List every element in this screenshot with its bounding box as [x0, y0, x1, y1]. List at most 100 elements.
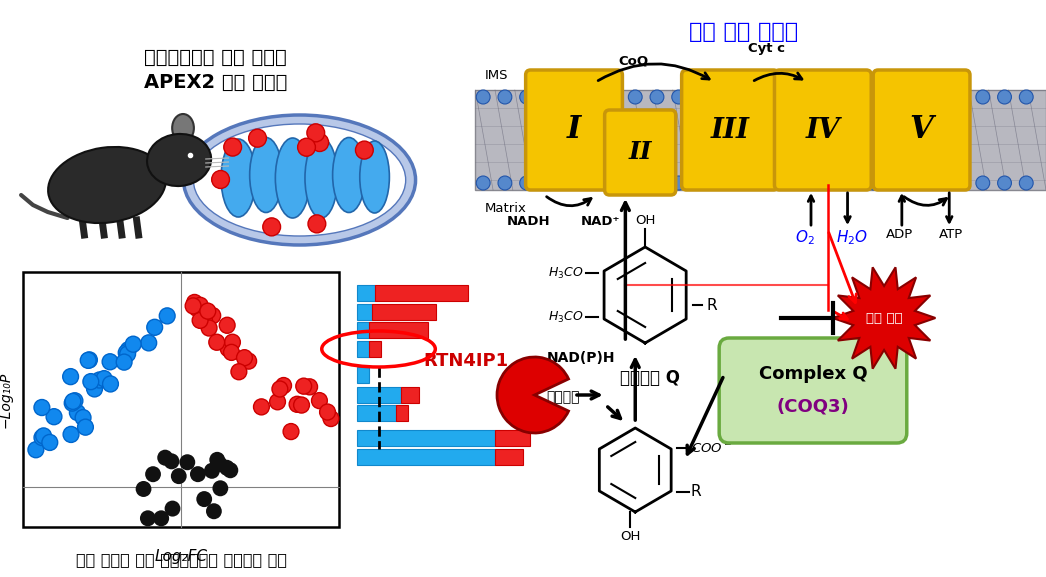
Circle shape	[211, 170, 229, 189]
Circle shape	[163, 454, 180, 469]
Circle shape	[476, 90, 491, 104]
Circle shape	[585, 176, 598, 190]
Circle shape	[301, 379, 318, 395]
Circle shape	[672, 176, 685, 190]
Bar	[357, 304, 371, 320]
Bar	[357, 367, 368, 383]
Ellipse shape	[275, 138, 310, 218]
Circle shape	[283, 424, 299, 440]
Circle shape	[650, 176, 664, 190]
Text: R: R	[706, 298, 717, 313]
Bar	[495, 449, 523, 465]
Ellipse shape	[360, 141, 389, 213]
Circle shape	[867, 90, 881, 104]
Text: IMS: IMS	[485, 69, 508, 82]
Circle shape	[932, 90, 947, 104]
Text: Matrix: Matrix	[485, 202, 527, 215]
Circle shape	[197, 312, 212, 328]
Circle shape	[298, 138, 316, 156]
Ellipse shape	[183, 115, 415, 245]
Circle shape	[46, 409, 62, 425]
FancyBboxPatch shape	[605, 110, 676, 195]
Circle shape	[145, 466, 161, 482]
Circle shape	[103, 376, 118, 392]
Circle shape	[824, 176, 838, 190]
Text: OH: OH	[635, 214, 655, 227]
Circle shape	[758, 90, 773, 104]
Circle shape	[83, 374, 98, 389]
Circle shape	[976, 176, 990, 190]
Circle shape	[69, 404, 85, 421]
Text: R: R	[690, 485, 701, 500]
Circle shape	[33, 399, 50, 415]
Circle shape	[64, 395, 81, 411]
Circle shape	[180, 454, 196, 470]
Ellipse shape	[305, 138, 338, 218]
Circle shape	[225, 334, 241, 350]
Circle shape	[737, 176, 751, 190]
Ellipse shape	[173, 114, 194, 142]
Circle shape	[159, 308, 175, 324]
Circle shape	[306, 124, 324, 142]
Circle shape	[629, 90, 642, 104]
Circle shape	[542, 90, 555, 104]
Circle shape	[356, 141, 373, 159]
Circle shape	[205, 308, 221, 324]
Bar	[475, 90, 1046, 190]
Circle shape	[236, 350, 252, 366]
Circle shape	[190, 466, 206, 482]
Circle shape	[119, 346, 136, 362]
Circle shape	[889, 90, 903, 104]
Bar	[374, 285, 469, 301]
Circle shape	[889, 176, 903, 190]
Circle shape	[120, 342, 136, 358]
Text: V: V	[910, 114, 933, 145]
Circle shape	[170, 468, 186, 484]
Text: II: II	[629, 140, 652, 164]
FancyArrowPatch shape	[754, 73, 802, 81]
Circle shape	[607, 90, 620, 104]
Ellipse shape	[333, 137, 365, 212]
Bar	[357, 285, 374, 301]
Circle shape	[585, 90, 598, 104]
Circle shape	[607, 176, 620, 190]
Circle shape	[42, 434, 58, 451]
Circle shape	[845, 176, 860, 190]
Circle shape	[498, 176, 511, 190]
Circle shape	[200, 303, 215, 319]
Circle shape	[1020, 90, 1033, 104]
Text: NADH: NADH	[507, 215, 550, 228]
Circle shape	[323, 410, 339, 426]
Circle shape	[219, 460, 234, 476]
Text: 세포 호흡 활성화: 세포 호흡 활성화	[689, 22, 798, 42]
Circle shape	[201, 320, 217, 336]
Circle shape	[103, 354, 118, 370]
Circle shape	[911, 176, 925, 190]
Circle shape	[63, 426, 78, 443]
Circle shape	[542, 176, 555, 190]
FancyBboxPatch shape	[774, 70, 871, 190]
Circle shape	[75, 410, 91, 426]
Circle shape	[223, 462, 238, 478]
Circle shape	[263, 218, 280, 236]
Text: ADP: ADP	[886, 228, 913, 241]
Circle shape	[87, 381, 103, 397]
Circle shape	[563, 176, 577, 190]
Circle shape	[249, 129, 267, 147]
Text: 활성 산소: 활성 산소	[866, 312, 903, 324]
Circle shape	[312, 392, 327, 409]
Circle shape	[186, 294, 203, 310]
Circle shape	[998, 176, 1011, 190]
Circle shape	[241, 353, 256, 369]
Text: NAD⁺: NAD⁺	[581, 215, 620, 228]
Circle shape	[954, 90, 968, 104]
Circle shape	[498, 90, 511, 104]
Ellipse shape	[48, 147, 166, 223]
Circle shape	[296, 378, 312, 394]
FancyArrowPatch shape	[547, 197, 591, 206]
Bar	[357, 387, 402, 403]
Circle shape	[802, 90, 816, 104]
Text: $H_3CO$: $H_3CO$	[547, 265, 583, 280]
Circle shape	[1020, 176, 1033, 190]
Text: 질량 분석을 통한 미토콘드리아 단백질체 규명: 질량 분석을 통한 미토콘드리아 단백질체 규명	[75, 553, 287, 568]
